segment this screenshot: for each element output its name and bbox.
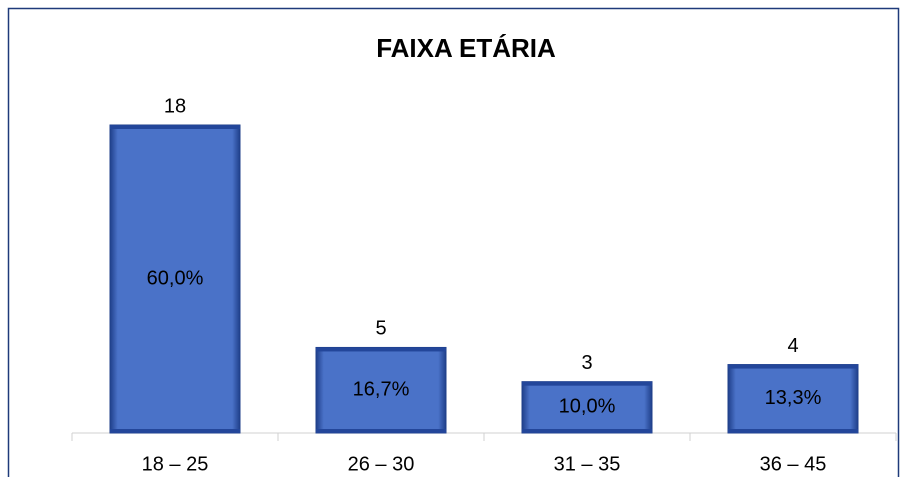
value-label: 18 xyxy=(164,95,186,117)
share-label: 10,0% xyxy=(559,396,616,418)
share-label: 16,7% xyxy=(353,379,410,401)
bar-top-bevel xyxy=(110,125,240,129)
bar-top-bevel xyxy=(728,364,858,369)
value-label: 5 xyxy=(375,318,386,340)
bar-bottom-bevel xyxy=(728,429,858,433)
bar-top-bevel xyxy=(522,381,652,386)
bar-bottom-bevel xyxy=(110,429,240,433)
x-tick-label: 18 – 25 xyxy=(142,453,209,475)
value-label: 4 xyxy=(787,335,798,357)
bar-bottom-bevel xyxy=(316,429,446,433)
bar xyxy=(315,346,447,434)
share-label: 60,0% xyxy=(147,267,204,289)
x-tick-label: 26 – 30 xyxy=(348,453,415,475)
bar-bottom-bevel xyxy=(522,429,652,433)
bar xyxy=(727,364,859,434)
share-label: 13,3% xyxy=(765,387,822,409)
chart-title: FAIXA ETÁRIA xyxy=(376,33,556,63)
bar-top-bevel xyxy=(316,347,446,352)
x-tick-label: 31 – 35 xyxy=(554,453,621,475)
value-label: 3 xyxy=(581,352,592,374)
frame xyxy=(7,7,900,477)
x-tick-label: 36 – 45 xyxy=(760,453,827,475)
